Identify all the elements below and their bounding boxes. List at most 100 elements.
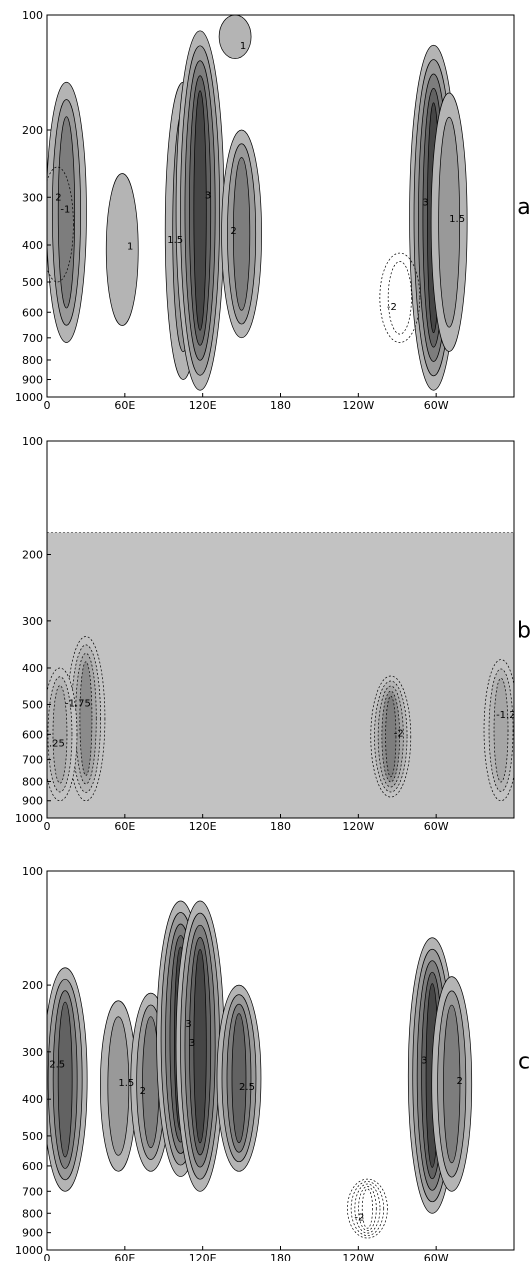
contour-line bbox=[385, 695, 397, 778]
contour-line bbox=[218, 15, 252, 59]
y-tick-label: 500 bbox=[22, 699, 43, 712]
contour-label: 2 bbox=[457, 1076, 463, 1087]
contour-label: 2 bbox=[140, 1086, 146, 1097]
contour-line bbox=[232, 157, 251, 311]
contour-label: 3 bbox=[189, 1038, 195, 1049]
y-tick-label: 300 bbox=[22, 191, 43, 204]
contour-feature bbox=[105, 173, 139, 326]
contour-feature bbox=[221, 129, 262, 339]
panel-b: -1.75 -2 -1.25 -1.25 100 200 300 400 500 600 700 80… bbox=[15, 435, 531, 833]
y-tick-label: 700 bbox=[22, 754, 43, 767]
contour-label: 2.5 bbox=[49, 1060, 65, 1071]
contour-label: 1.5 bbox=[167, 235, 183, 246]
contour-line bbox=[193, 949, 207, 1144]
x-tick-label: 120W bbox=[342, 820, 374, 833]
panel-letter: c bbox=[518, 1050, 530, 1075]
panel-letter: a bbox=[517, 195, 530, 220]
contour-label: 2 bbox=[230, 226, 236, 237]
y-tick-label: 900 bbox=[22, 1227, 43, 1240]
contour-field: 2 1 1.5 3 2 1 3 1.5 -2 -1 bbox=[47, 15, 468, 391]
contour-label: 3 bbox=[422, 198, 428, 209]
x-tick-label: 60E bbox=[114, 399, 135, 412]
contour-feature bbox=[47, 166, 74, 283]
contour-line bbox=[438, 116, 460, 328]
contour-line bbox=[231, 1013, 247, 1144]
y-tick-label: 900 bbox=[22, 795, 43, 808]
y-tick-label: 1000 bbox=[15, 1244, 43, 1257]
contour-line bbox=[387, 261, 412, 335]
y-tick-label: 300 bbox=[22, 1046, 43, 1059]
contour-line bbox=[379, 252, 421, 343]
contour-label: -2 bbox=[354, 1213, 364, 1224]
panel-letter: b bbox=[517, 619, 531, 644]
contour-feature bbox=[47, 81, 87, 343]
contour-feature bbox=[379, 252, 421, 343]
contour-feature bbox=[47, 967, 88, 1192]
y-tick-label: 200 bbox=[22, 979, 43, 992]
contour-label: -1.25 bbox=[39, 738, 65, 749]
y-tick-label: 600 bbox=[22, 306, 43, 319]
y-tick-label: 900 bbox=[22, 374, 43, 387]
x-tick-label: 120W bbox=[342, 1252, 374, 1261]
y-tick-label: 100 bbox=[22, 435, 43, 448]
contour-line bbox=[347, 1178, 388, 1239]
contour-line bbox=[57, 116, 76, 309]
background-shading bbox=[47, 532, 514, 818]
panel-c: 2.5 1.5 2 3 3 2.5 3 2 -2 100 200 300 400 500 600 700 800… bbox=[15, 865, 530, 1261]
contour-feature bbox=[175, 900, 225, 1192]
y-tick-label: 600 bbox=[22, 728, 43, 741]
contour-label: 2 bbox=[55, 192, 61, 203]
x-tick-label: 120E bbox=[189, 820, 217, 833]
x-tick-label: 60E bbox=[114, 820, 135, 833]
contour-feature bbox=[175, 30, 225, 391]
y-tick-label: 400 bbox=[22, 239, 43, 252]
y-tick-label: 400 bbox=[22, 1093, 43, 1106]
y-tick-label: 1000 bbox=[15, 812, 43, 825]
y-tick-label: 800 bbox=[22, 775, 43, 788]
x-tick-label: 180 bbox=[270, 1252, 291, 1261]
contour-line bbox=[193, 90, 207, 331]
contour-feature bbox=[218, 15, 252, 59]
y-tick-label: 500 bbox=[22, 1130, 43, 1143]
contour-line bbox=[443, 1004, 461, 1164]
x-tick-label: 60W bbox=[424, 820, 449, 833]
contour-label: 1.5 bbox=[449, 214, 465, 225]
x-tick-label: 120E bbox=[189, 399, 217, 412]
contour-line bbox=[493, 677, 509, 783]
contour-label: 1 bbox=[127, 242, 133, 253]
contour-feature bbox=[47, 667, 78, 802]
y-tick-label: 600 bbox=[22, 1160, 43, 1173]
contour-label: 2.5 bbox=[239, 1082, 255, 1093]
y-tick-label: 800 bbox=[22, 1207, 43, 1220]
contour-label: 3 bbox=[185, 1019, 191, 1030]
contour-feature bbox=[66, 636, 106, 802]
y-tick-label: 100 bbox=[22, 9, 43, 22]
y-tick-label: 100 bbox=[22, 865, 43, 878]
contour-feature bbox=[347, 1178, 388, 1239]
contour-feature bbox=[483, 659, 514, 802]
contour-line bbox=[47, 166, 74, 283]
x-tick-label: 0 bbox=[44, 399, 51, 412]
contour-feature bbox=[216, 984, 262, 1172]
contour-field: 2.5 1.5 2 3 3 2.5 3 2 -2 bbox=[47, 900, 473, 1239]
contour-label: -2 bbox=[387, 302, 397, 313]
x-tick-label: 180 bbox=[270, 820, 291, 833]
y-tick-label: 200 bbox=[22, 124, 43, 137]
contour-line bbox=[358, 1186, 377, 1232]
x-tick-label: 0 bbox=[44, 1252, 51, 1261]
contour-line bbox=[361, 1188, 373, 1229]
contour-line bbox=[354, 1183, 381, 1234]
contour-line bbox=[79, 661, 93, 776]
x-tick-label: 60W bbox=[424, 1252, 449, 1261]
x-tick-label: 60W bbox=[424, 399, 449, 412]
y-tick-label: 400 bbox=[22, 662, 43, 675]
contour-line bbox=[105, 173, 139, 326]
y-tick-label: 700 bbox=[22, 1185, 43, 1198]
contour-label: 3 bbox=[421, 1056, 427, 1067]
contour-label: -1.75 bbox=[65, 699, 91, 710]
x-tick-label: 180 bbox=[270, 399, 291, 412]
contour-label: -1 bbox=[60, 205, 70, 216]
contour-line bbox=[350, 1181, 385, 1236]
contour-label: 3 bbox=[205, 191, 211, 202]
